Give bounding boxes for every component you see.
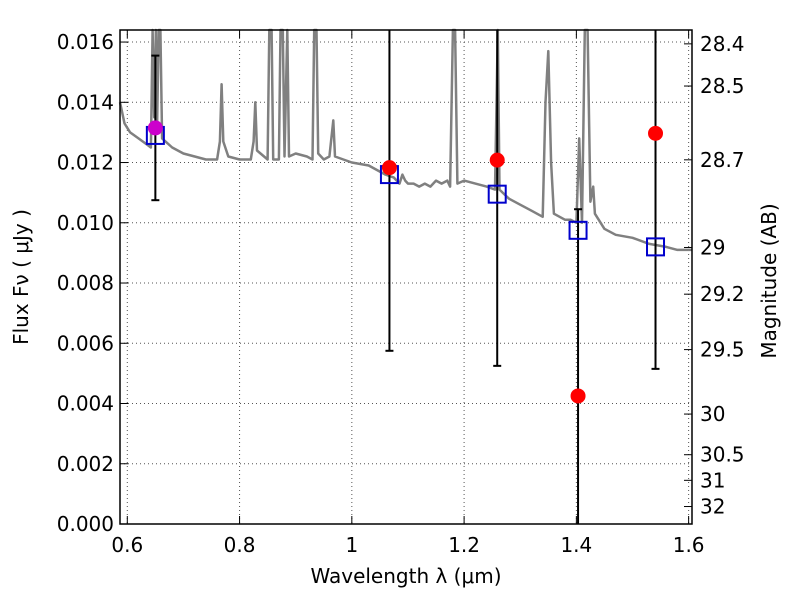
x-tick-label: 1.6 (673, 533, 705, 557)
model-photometry-square (646, 237, 666, 257)
x-axis-ticks: 0.6 0.8 1 1.2 1.4 1.6 (111, 30, 705, 557)
y-axis-ticks: 0.000 0.002 0.004 0.006 0.008 0.010 0.012 0.014… (57, 30, 128, 536)
observed-point (381, 160, 397, 176)
y-axis-label: Flux Fν ( μJy ) (9, 209, 33, 345)
right-tick-label: 30 (700, 402, 725, 426)
y-tick-label: 0.012 (57, 151, 114, 175)
y-tick-label: 0.002 (57, 452, 114, 476)
right-tick-label: 28.5 (700, 74, 745, 98)
x-tick-label: 0.6 (111, 533, 143, 557)
y-tick-label: 0.008 (57, 271, 114, 295)
x-tick-label: 1.4 (560, 533, 592, 557)
model-spectrum (118, 28, 692, 252)
right-tick-label: 29.5 (700, 338, 745, 362)
right-axis-label: Magnitude (AB) (757, 203, 781, 358)
y-tick-label: 0.010 (57, 211, 114, 235)
model-photometry-square (568, 220, 588, 240)
observed-point (489, 152, 505, 168)
observed-point (147, 120, 163, 136)
y-tick-label: 0.016 (57, 30, 114, 54)
observed-point (648, 125, 664, 141)
x-tick-label: 1 (345, 533, 358, 557)
model-photometry-square (487, 184, 507, 204)
x-axis-label: Wavelength λ (μm) (310, 564, 501, 588)
right-tick-label: 30.5 (700, 443, 745, 467)
x-tick-label: 1.2 (448, 533, 480, 557)
right-tick-label: 28.7 (700, 148, 745, 172)
plot-frame (119, 29, 693, 525)
observed-photometry (147, 120, 664, 404)
right-tick-label: 29 (700, 235, 725, 259)
right-tick-label: 31 (700, 468, 725, 492)
model-spectrum-line (118, 28, 692, 252)
y-tick-label: 0.006 (57, 331, 114, 355)
right-axis-ticks: 28.4 28.5 28.7 29 29.2 29.5 30 30.531 32 (684, 32, 745, 519)
y-tick-label: 0.000 (57, 512, 114, 536)
error-bars (151, 30, 660, 524)
right-tick-label: 29.2 (700, 282, 745, 306)
observed-point (570, 388, 586, 404)
y-tick-label: 0.014 (57, 90, 114, 114)
right-tick-label: 32 (700, 495, 725, 519)
right-tick-label: 28.4 (700, 32, 745, 56)
y-tick-label: 0.004 (57, 392, 114, 416)
x-tick-label: 0.8 (224, 533, 256, 557)
grid (120, 30, 692, 525)
